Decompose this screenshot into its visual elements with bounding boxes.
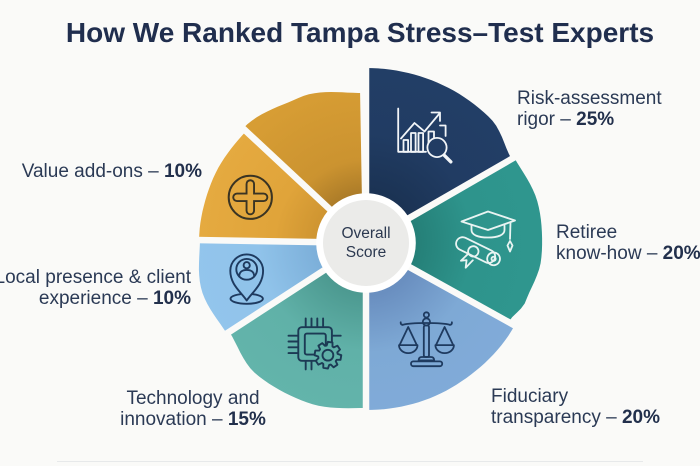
svg-text:Score: Score [346,244,387,261]
svg-text:Overall: Overall [341,225,390,242]
